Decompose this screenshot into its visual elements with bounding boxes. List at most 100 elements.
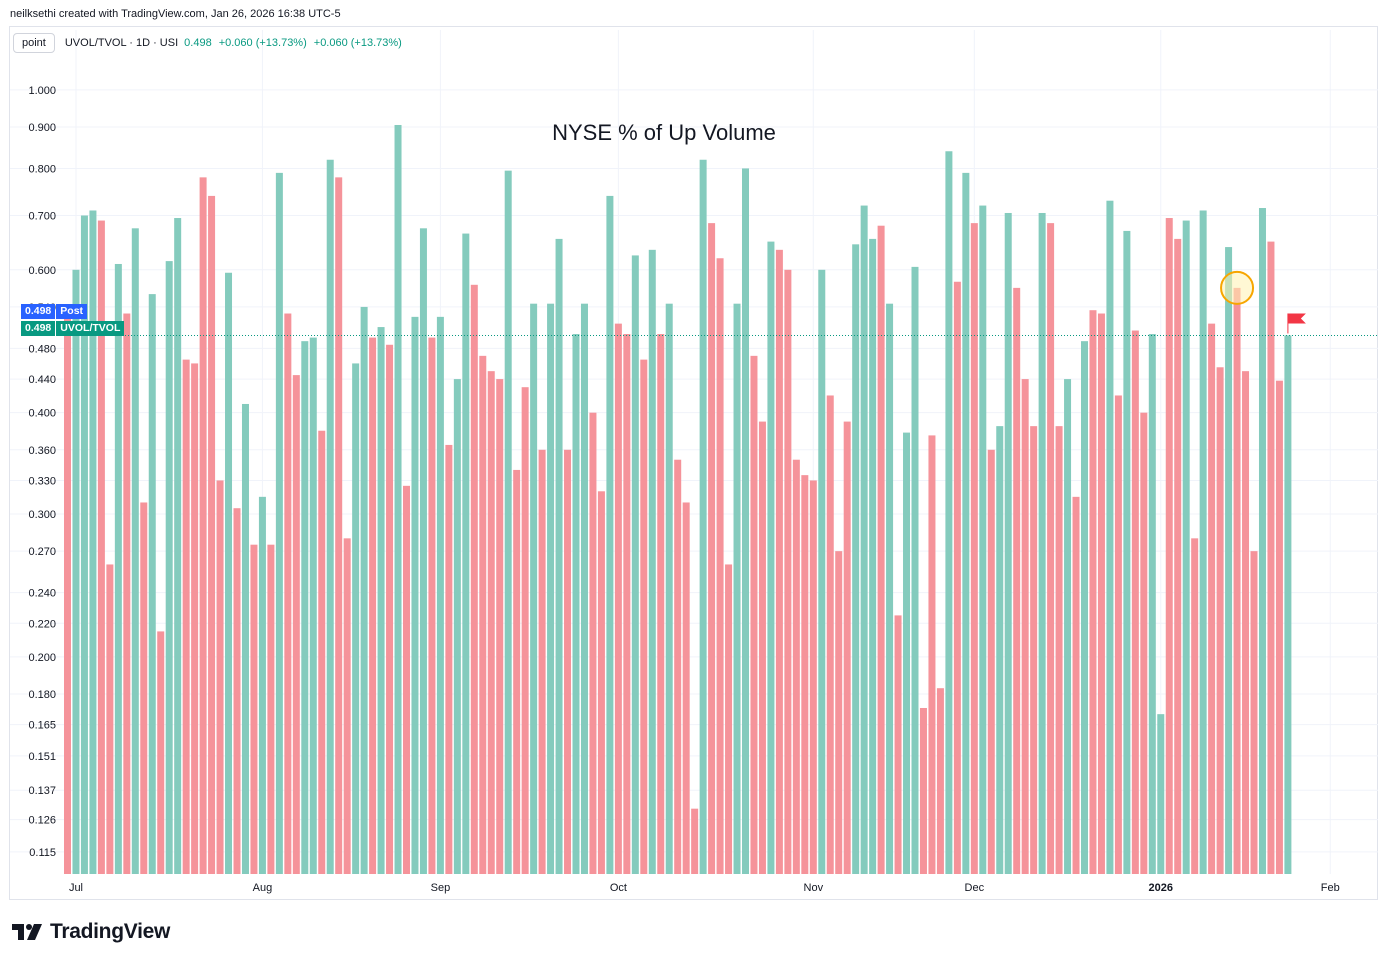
bar[interactable] xyxy=(470,284,478,874)
bar[interactable] xyxy=(538,449,546,874)
bar[interactable] xyxy=(919,707,927,874)
tradingview-logo[interactable]: TradingView xyxy=(12,920,170,944)
bar[interactable] xyxy=(962,172,970,874)
bar[interactable] xyxy=(936,688,944,874)
bar[interactable] xyxy=(479,355,487,874)
bar[interactable] xyxy=(716,258,724,874)
bar[interactable] xyxy=(369,337,377,874)
bar[interactable] xyxy=(1030,426,1038,874)
bar[interactable] xyxy=(241,403,249,874)
bar[interactable] xyxy=(403,485,410,874)
bar[interactable] xyxy=(572,334,580,875)
bar[interactable] xyxy=(767,241,775,874)
bar[interactable] xyxy=(292,375,300,874)
bar[interactable] xyxy=(1140,412,1148,874)
bar[interactable] xyxy=(877,225,885,874)
bar[interactable] xyxy=(250,544,258,874)
bar[interactable] xyxy=(377,327,385,875)
bar[interactable] xyxy=(894,615,902,874)
bar[interactable] xyxy=(140,502,148,874)
bar[interactable] xyxy=(742,168,749,874)
bar[interactable] xyxy=(1081,341,1088,875)
bar[interactable] xyxy=(258,496,266,874)
bar[interactable] xyxy=(225,272,233,874)
bar[interactable] xyxy=(792,459,800,874)
bar[interactable] xyxy=(1114,395,1122,874)
bar[interactable] xyxy=(513,469,521,874)
bar[interactable] xyxy=(1267,241,1275,874)
bar[interactable] xyxy=(1199,210,1207,874)
bar[interactable] xyxy=(750,355,758,874)
bar[interactable] xyxy=(1157,714,1165,874)
bar[interactable] xyxy=(970,223,978,875)
bar[interactable] xyxy=(64,313,71,874)
bar[interactable] xyxy=(97,220,105,875)
bar[interactable] xyxy=(665,303,673,875)
bar[interactable] xyxy=(216,480,224,874)
bar[interactable] xyxy=(1233,287,1241,875)
bar[interactable] xyxy=(1097,313,1105,874)
bar[interactable] xyxy=(818,269,826,874)
bar[interactable] xyxy=(1131,330,1139,874)
bar[interactable] xyxy=(657,334,665,875)
bar[interactable] xyxy=(275,172,283,874)
bar[interactable] xyxy=(1004,212,1012,874)
bar[interactable] xyxy=(614,323,622,875)
bar[interactable] xyxy=(309,337,317,874)
bar[interactable] xyxy=(1038,212,1046,874)
bar[interactable] xyxy=(886,303,894,875)
bar[interactable] xyxy=(394,124,402,875)
bar[interactable] xyxy=(648,249,656,874)
bar[interactable] xyxy=(852,244,860,875)
bar[interactable] xyxy=(419,228,427,874)
bar[interactable] xyxy=(547,303,555,875)
bar[interactable] xyxy=(208,195,216,875)
bar[interactable] xyxy=(589,412,597,874)
bar[interactable] xyxy=(1165,218,1173,875)
bar[interactable] xyxy=(640,359,648,874)
bar[interactable] xyxy=(623,334,631,875)
bar[interactable] xyxy=(903,432,911,874)
bar[interactable] xyxy=(496,379,504,874)
bar[interactable] xyxy=(775,249,783,874)
bar[interactable] xyxy=(826,395,834,874)
bar[interactable] xyxy=(1047,223,1055,875)
bar[interactable] xyxy=(699,159,707,875)
bar[interactable] xyxy=(343,538,351,874)
bar[interactable] xyxy=(979,205,987,875)
bar[interactable] xyxy=(835,551,843,874)
bar[interactable] xyxy=(335,177,343,874)
bar[interactable] xyxy=(869,238,877,874)
bar[interactable] xyxy=(199,177,207,874)
bar[interactable] xyxy=(1191,538,1199,874)
bar[interactable] xyxy=(758,421,766,874)
bar[interactable] xyxy=(462,233,470,874)
bar[interactable] xyxy=(674,459,682,874)
bar[interactable] xyxy=(555,238,563,874)
bar[interactable] xyxy=(1258,208,1266,874)
bar[interactable] xyxy=(1089,310,1097,874)
bar[interactable] xyxy=(360,306,368,874)
bar[interactable] xyxy=(106,564,114,874)
bar[interactable] xyxy=(843,421,851,874)
bar[interactable] xyxy=(428,337,436,874)
bar[interactable] xyxy=(809,480,817,874)
bar[interactable] xyxy=(996,426,1004,874)
symbol-label[interactable]: UVOL/TVOL · 1D · USI xyxy=(64,37,179,49)
bar[interactable] xyxy=(631,255,639,874)
bar[interactable] xyxy=(386,344,394,874)
bar[interactable] xyxy=(1055,426,1063,874)
bar[interactable] xyxy=(784,269,792,874)
bar[interactable] xyxy=(725,564,733,874)
bar[interactable] xyxy=(1106,200,1114,874)
bar[interactable] xyxy=(530,303,538,875)
bar[interactable] xyxy=(436,316,444,874)
bar[interactable] xyxy=(945,151,953,875)
session-flag-icon[interactable] xyxy=(1287,313,1306,334)
bar[interactable] xyxy=(80,215,88,875)
bar[interactable] xyxy=(1275,380,1283,874)
bar[interactable] xyxy=(1013,287,1021,875)
bar[interactable] xyxy=(182,359,190,874)
bar[interactable] xyxy=(233,508,241,874)
